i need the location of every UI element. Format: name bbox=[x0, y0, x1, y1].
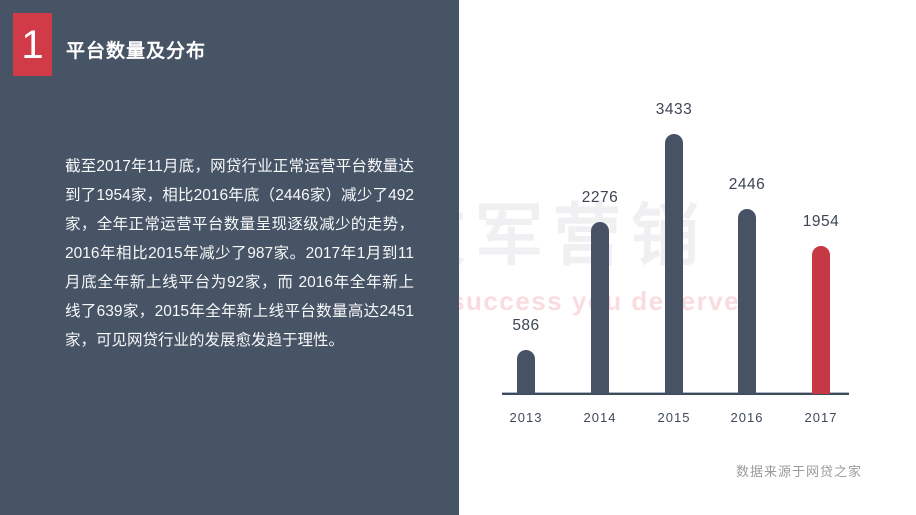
slide-title: 平台数量及分布 bbox=[66, 41, 207, 62]
bar-value-label: 1954 bbox=[802, 213, 840, 230]
bar-value-label: 3433 bbox=[655, 101, 693, 118]
bar-value-label: 2276 bbox=[581, 189, 619, 206]
left-text-panel: 1 平台数量及分布 截至2017年11月底，网贷行业正常运营平台数量达到了195… bbox=[0, 0, 459, 515]
bar-value-label: 586 bbox=[512, 317, 540, 334]
chart-bar-2015 bbox=[665, 134, 683, 394]
chart-bar-2017 bbox=[812, 246, 830, 394]
chart-bar-2016 bbox=[738, 209, 756, 394]
chart-bar-2014 bbox=[591, 222, 609, 394]
bar-value-label: 2446 bbox=[728, 176, 766, 193]
section-number-badge: 1 bbox=[13, 13, 52, 76]
x-axis-tick-label: 2016 bbox=[730, 410, 764, 425]
slide-body-text: 截至2017年11月底，网贷行业正常运营平台数量达到了1954家，相比2016年… bbox=[65, 158, 414, 349]
chart-bar-2013 bbox=[517, 350, 535, 394]
x-axis-tick-label: 2014 bbox=[583, 410, 617, 425]
x-axis-tick-label: 2015 bbox=[657, 410, 691, 425]
data-source-note: 数据来源于网贷之家 bbox=[736, 464, 863, 479]
x-axis-tick-label: 2013 bbox=[509, 410, 543, 425]
x-axis-tick-label: 2017 bbox=[804, 410, 838, 425]
